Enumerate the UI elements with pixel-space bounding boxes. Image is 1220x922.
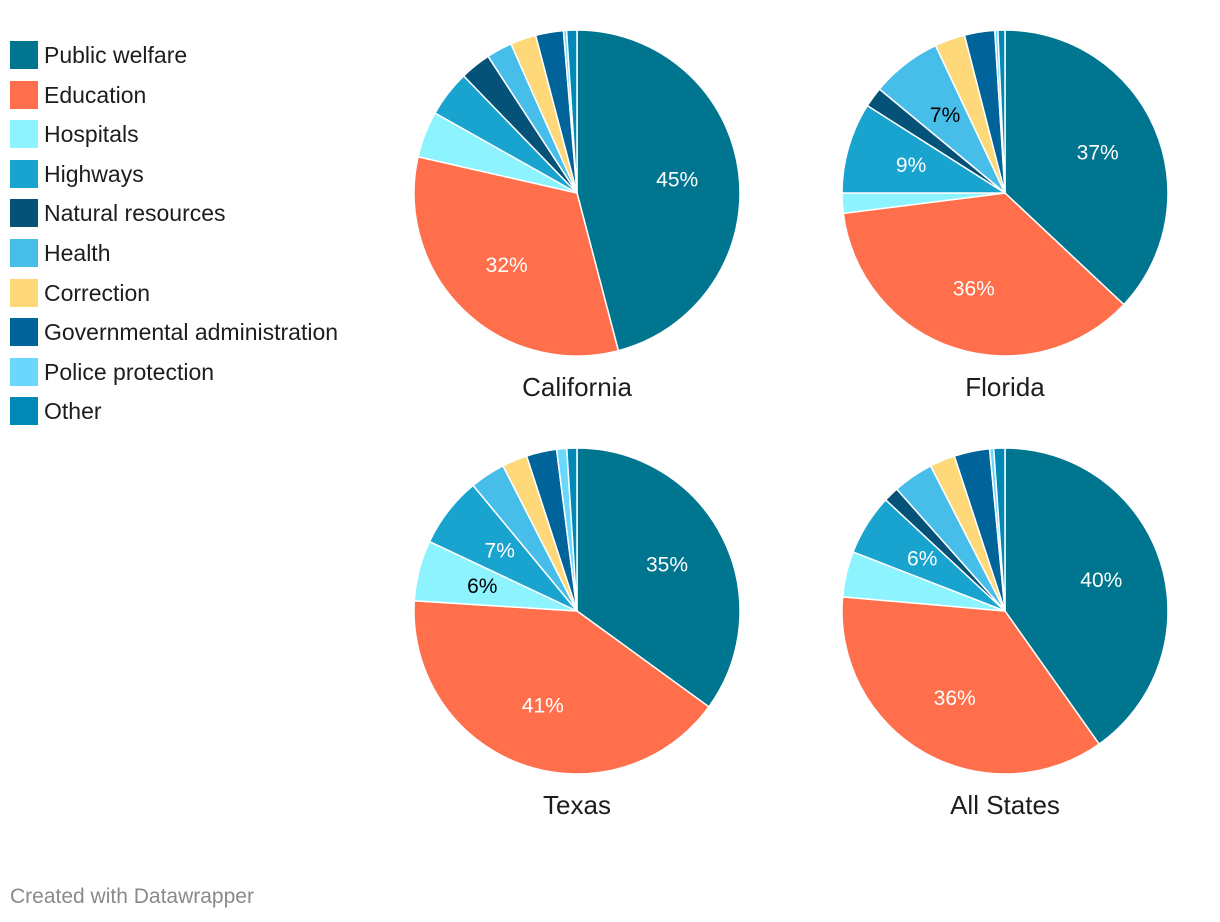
slice-all-states-education[interactable] <box>841 596 1100 775</box>
legend-swatch <box>10 159 38 188</box>
slice-california-public-welfare[interactable] <box>576 29 741 352</box>
legend-item-health: Health <box>10 238 370 268</box>
pie-texas: 35% 41% 6% 7% Texas <box>413 447 741 820</box>
legend-swatch <box>10 120 38 149</box>
legend-label: Other <box>44 398 102 425</box>
legend-label: Police protection <box>44 358 215 385</box>
data-label-texas-public-welfare: 35% <box>646 554 688 577</box>
data-label-texas-education: 41% <box>522 695 564 718</box>
data-label-all-states-education: 36% <box>934 687 976 710</box>
legend-item-highways: Highways <box>10 159 370 189</box>
legend-label: Highways <box>44 160 144 187</box>
legend-item-public-welfare: Public welfare <box>10 40 370 70</box>
credit-text[interactable]: Created with Datawrapper <box>10 885 254 908</box>
legend-item-education: Education <box>10 80 370 110</box>
slice-all-states-other[interactable] <box>992 447 1006 612</box>
slice-california-education[interactable] <box>413 155 620 357</box>
data-label-florida-public-welfare: 37% <box>1077 141 1119 164</box>
chart-title-california: California <box>522 372 632 402</box>
slice-florida-public-welfare[interactable] <box>1004 29 1169 306</box>
legend-label: Education <box>44 81 147 108</box>
slice-florida-education[interactable] <box>842 192 1125 357</box>
data-label-all-states-highways: 6% <box>907 548 937 571</box>
pie-california: 45% 32% California <box>413 29 741 402</box>
legend-item-other: Other <box>10 396 370 426</box>
legend-item-hospitals: Hospitals <box>10 119 370 149</box>
data-label-all-states-public-welfare: 40% <box>1080 569 1122 592</box>
legend-label: Governmental administration <box>44 319 339 346</box>
legend-label: Public welfare <box>44 42 188 68</box>
pie-florida: 37% 36% 9% 7% Florida <box>841 29 1169 402</box>
legend-item-governmental-administration: Governmental administration <box>10 317 370 347</box>
data-label-california-public-welfare: 45% <box>656 169 698 192</box>
legend-swatch <box>10 238 38 267</box>
legend-swatch <box>10 278 38 307</box>
slice-california-other[interactable] <box>565 29 578 194</box>
legend-item-correction: Correction <box>10 278 370 308</box>
data-label-texas-hospitals: 6% <box>467 575 497 598</box>
legend-swatch <box>10 397 38 426</box>
slice-all-states-public-welfare[interactable] <box>1004 447 1169 745</box>
chart-title-florida: Florida <box>965 372 1045 402</box>
legend-swatch <box>10 80 38 109</box>
slice-florida-highways[interactable] <box>841 104 1006 194</box>
data-label-florida-highways: 9% <box>896 154 926 177</box>
chart-title-all-states: All States <box>950 790 1060 820</box>
data-label-california-education: 32% <box>486 254 528 277</box>
legend-swatch <box>10 357 38 386</box>
legend-swatch <box>10 199 38 228</box>
data-label-florida-education: 36% <box>953 278 995 301</box>
slice-texas-public-welfare[interactable] <box>576 447 741 708</box>
data-label-texas-highways: 7% <box>485 540 515 563</box>
legend-label: Correction <box>44 279 151 306</box>
legend-label: Natural resources <box>44 200 226 227</box>
slice-florida-other[interactable] <box>997 29 1006 194</box>
data-label-florida-health: 7% <box>930 104 960 127</box>
pie-all-states: 40% 36% 6% All States <box>841 447 1169 820</box>
legend-swatch <box>10 41 38 69</box>
legend-swatch <box>10 318 38 347</box>
chart-title-texas: Texas <box>543 790 611 820</box>
slice-texas-education[interactable] <box>413 600 710 775</box>
legend-label: Health <box>44 239 111 266</box>
legend-label: Hospitals <box>44 121 139 148</box>
legend: Public welfare Education Hospitals Highways… <box>10 40 370 436</box>
legend-item-police-protection: Police protection <box>10 357 370 387</box>
legend-item-natural-resources: Natural resources <box>10 198 370 228</box>
slice-texas-other[interactable] <box>566 447 578 612</box>
